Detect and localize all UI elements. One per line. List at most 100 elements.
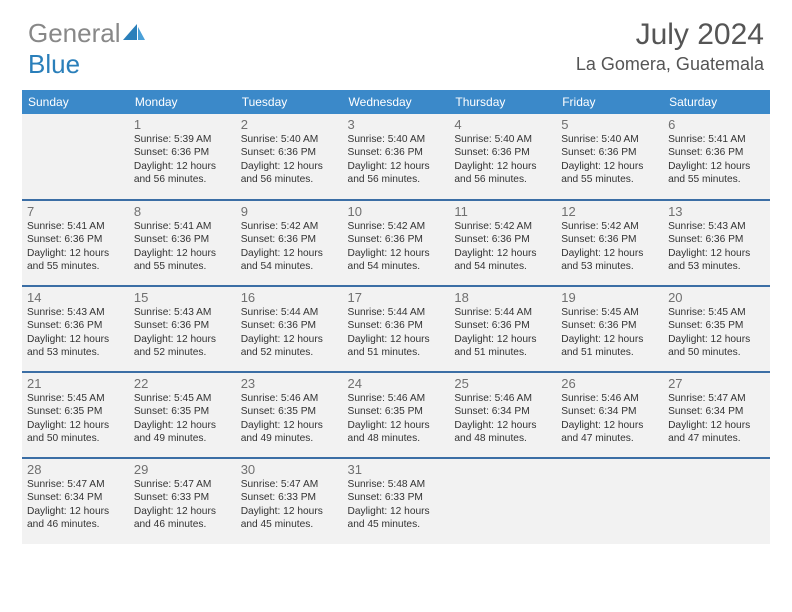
daylight-text: Daylight: 12 hours <box>668 160 765 173</box>
daylight-text: and 51 minutes. <box>348 346 445 359</box>
daylight-text: Daylight: 12 hours <box>348 505 445 518</box>
daylight-text: and 46 minutes. <box>134 518 231 531</box>
sunset-text: Sunset: 6:33 PM <box>241 491 338 504</box>
calendar-day: 13Sunrise: 5:43 AMSunset: 6:36 PMDayligh… <box>663 200 770 286</box>
daylight-text: and 52 minutes. <box>134 346 231 359</box>
calendar-day: 27Sunrise: 5:47 AMSunset: 6:34 PMDayligh… <box>663 372 770 458</box>
day-number: 15 <box>134 290 231 305</box>
day-number: 10 <box>348 204 445 219</box>
daylight-text: and 56 minutes. <box>241 173 338 186</box>
calendar-day: 12Sunrise: 5:42 AMSunset: 6:36 PMDayligh… <box>556 200 663 286</box>
daylight-text: and 45 minutes. <box>348 518 445 531</box>
daylight-text: and 53 minutes. <box>561 260 658 273</box>
calendar-day: 15Sunrise: 5:43 AMSunset: 6:36 PMDayligh… <box>129 286 236 372</box>
sunset-text: Sunset: 6:36 PM <box>27 233 124 246</box>
calendar-day: 28Sunrise: 5:47 AMSunset: 6:34 PMDayligh… <box>22 458 129 544</box>
daylight-text: Daylight: 12 hours <box>241 160 338 173</box>
sunrise-text: Sunrise: 5:43 AM <box>27 306 124 319</box>
daylight-text: Daylight: 12 hours <box>561 419 658 432</box>
day-header: Thursday <box>449 90 556 114</box>
day-number: 21 <box>27 376 124 391</box>
sunset-text: Sunset: 6:35 PM <box>134 405 231 418</box>
sunset-text: Sunset: 6:36 PM <box>561 233 658 246</box>
sunrise-text: Sunrise: 5:40 AM <box>454 133 551 146</box>
calendar-day: 7Sunrise: 5:41 AMSunset: 6:36 PMDaylight… <box>22 200 129 286</box>
sunset-text: Sunset: 6:34 PM <box>668 405 765 418</box>
sunrise-text: Sunrise: 5:44 AM <box>348 306 445 319</box>
daylight-text: and 54 minutes. <box>348 260 445 273</box>
calendar-day: 1Sunrise: 5:39 AMSunset: 6:36 PMDaylight… <box>129 114 236 200</box>
daylight-text: and 51 minutes. <box>454 346 551 359</box>
daylight-text: and 55 minutes. <box>27 260 124 273</box>
daylight-text: Daylight: 12 hours <box>454 160 551 173</box>
daylight-text: Daylight: 12 hours <box>134 333 231 346</box>
daylight-text: and 47 minutes. <box>668 432 765 445</box>
sunset-text: Sunset: 6:36 PM <box>241 319 338 332</box>
daylight-text: Daylight: 12 hours <box>348 333 445 346</box>
daylight-text: and 54 minutes. <box>241 260 338 273</box>
daylight-text: Daylight: 12 hours <box>454 247 551 260</box>
day-number: 28 <box>27 462 124 477</box>
sunrise-text: Sunrise: 5:46 AM <box>348 392 445 405</box>
calendar-table: SundayMondayTuesdayWednesdayThursdayFrid… <box>22 90 770 544</box>
sunrise-text: Sunrise: 5:39 AM <box>134 133 231 146</box>
logo-text-blue: Blue <box>28 49 80 79</box>
calendar-day: 17Sunrise: 5:44 AMSunset: 6:36 PMDayligh… <box>343 286 450 372</box>
daylight-text: Daylight: 12 hours <box>27 247 124 260</box>
sunset-text: Sunset: 6:35 PM <box>668 319 765 332</box>
daylight-text: Daylight: 12 hours <box>348 160 445 173</box>
daylight-text: and 47 minutes. <box>561 432 658 445</box>
calendar-week: 1Sunrise: 5:39 AMSunset: 6:36 PMDaylight… <box>22 114 770 200</box>
calendar-day: 5Sunrise: 5:40 AMSunset: 6:36 PMDaylight… <box>556 114 663 200</box>
sunset-text: Sunset: 6:36 PM <box>348 146 445 159</box>
sunset-text: Sunset: 6:36 PM <box>454 146 551 159</box>
daylight-text: Daylight: 12 hours <box>668 333 765 346</box>
sunset-text: Sunset: 6:36 PM <box>561 146 658 159</box>
day-number: 19 <box>561 290 658 305</box>
month-title: July 2024 <box>576 18 764 52</box>
daylight-text: and 54 minutes. <box>454 260 551 273</box>
calendar-day: 20Sunrise: 5:45 AMSunset: 6:35 PMDayligh… <box>663 286 770 372</box>
calendar-day: 10Sunrise: 5:42 AMSunset: 6:36 PMDayligh… <box>343 200 450 286</box>
calendar-day-empty <box>449 458 556 544</box>
daylight-text: and 49 minutes. <box>241 432 338 445</box>
calendar-day: 22Sunrise: 5:45 AMSunset: 6:35 PMDayligh… <box>129 372 236 458</box>
sunset-text: Sunset: 6:36 PM <box>668 233 765 246</box>
daylight-text: Daylight: 12 hours <box>27 419 124 432</box>
sunrise-text: Sunrise: 5:47 AM <box>241 478 338 491</box>
sunset-text: Sunset: 6:35 PM <box>241 405 338 418</box>
day-number: 4 <box>454 117 551 132</box>
calendar-day: 18Sunrise: 5:44 AMSunset: 6:36 PMDayligh… <box>449 286 556 372</box>
day-number: 29 <box>134 462 231 477</box>
sunset-text: Sunset: 6:36 PM <box>134 146 231 159</box>
calendar-week: 28Sunrise: 5:47 AMSunset: 6:34 PMDayligh… <box>22 458 770 544</box>
sunrise-text: Sunrise: 5:45 AM <box>27 392 124 405</box>
day-number: 9 <box>241 204 338 219</box>
calendar-day: 24Sunrise: 5:46 AMSunset: 6:35 PMDayligh… <box>343 372 450 458</box>
daylight-text: and 56 minutes. <box>134 173 231 186</box>
day-number: 25 <box>454 376 551 391</box>
day-header: Friday <box>556 90 663 114</box>
sunrise-text: Sunrise: 5:40 AM <box>561 133 658 146</box>
sunset-text: Sunset: 6:34 PM <box>454 405 551 418</box>
sunset-text: Sunset: 6:36 PM <box>561 319 658 332</box>
calendar-day: 16Sunrise: 5:44 AMSunset: 6:36 PMDayligh… <box>236 286 343 372</box>
calendar-day: 4Sunrise: 5:40 AMSunset: 6:36 PMDaylight… <box>449 114 556 200</box>
calendar-day: 6Sunrise: 5:41 AMSunset: 6:36 PMDaylight… <box>663 114 770 200</box>
daylight-text: Daylight: 12 hours <box>241 333 338 346</box>
day-number: 1 <box>134 117 231 132</box>
day-header: Sunday <box>22 90 129 114</box>
daylight-text: Daylight: 12 hours <box>134 505 231 518</box>
sunrise-text: Sunrise: 5:43 AM <box>134 306 231 319</box>
daylight-text: and 56 minutes. <box>348 173 445 186</box>
day-number: 17 <box>348 290 445 305</box>
day-number: 12 <box>561 204 658 219</box>
calendar-body: 1Sunrise: 5:39 AMSunset: 6:36 PMDaylight… <box>22 114 770 544</box>
calendar-day: 19Sunrise: 5:45 AMSunset: 6:36 PMDayligh… <box>556 286 663 372</box>
day-header-row: SundayMondayTuesdayWednesdayThursdayFrid… <box>22 90 770 114</box>
calendar-day-empty <box>22 114 129 200</box>
daylight-text: Daylight: 12 hours <box>134 247 231 260</box>
sunset-text: Sunset: 6:35 PM <box>348 405 445 418</box>
sunset-text: Sunset: 6:36 PM <box>134 233 231 246</box>
sunrise-text: Sunrise: 5:45 AM <box>561 306 658 319</box>
